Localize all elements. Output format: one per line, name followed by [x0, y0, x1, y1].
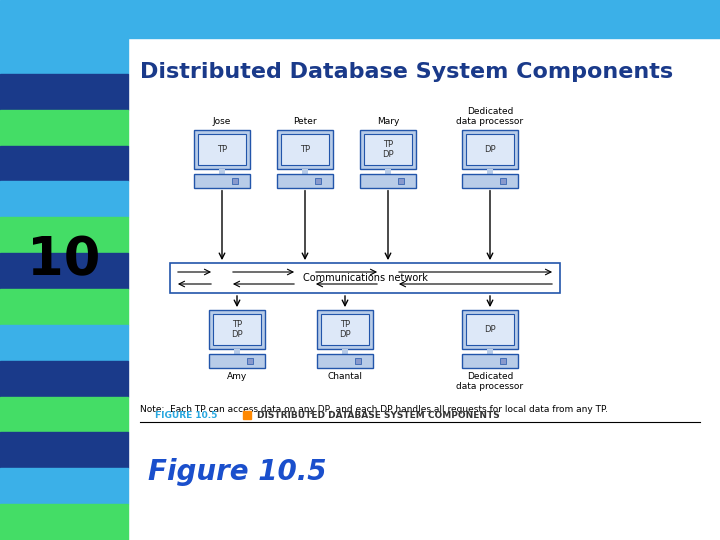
Bar — [0, 433, 128, 468]
Bar — [0, 361, 128, 396]
Bar — [0, 504, 128, 540]
Bar — [0, 325, 128, 361]
Bar — [364, 134, 412, 165]
Text: TP: TP — [217, 145, 227, 154]
Text: Jose: Jose — [213, 117, 231, 126]
Bar — [0, 181, 128, 217]
Bar — [234, 349, 240, 354]
Bar — [462, 130, 518, 169]
Bar — [317, 310, 373, 349]
Text: Distributed Database System Components: Distributed Database System Components — [140, 62, 673, 82]
Text: FIGURE 10.5: FIGURE 10.5 — [155, 410, 217, 420]
Bar — [466, 314, 514, 345]
Bar — [198, 134, 246, 165]
Bar — [462, 174, 518, 188]
Bar — [243, 411, 251, 419]
Bar — [209, 310, 265, 349]
Bar — [0, 110, 128, 146]
Bar — [487, 169, 492, 174]
Bar — [194, 174, 250, 188]
Text: Figure 10.5: Figure 10.5 — [148, 458, 326, 486]
Bar — [220, 169, 225, 174]
Bar — [315, 178, 320, 184]
Bar — [213, 314, 261, 345]
Bar — [500, 359, 505, 364]
Bar — [281, 134, 329, 165]
Bar — [0, 396, 128, 433]
Text: 10: 10 — [27, 234, 101, 286]
Text: TP
DP: TP DP — [231, 320, 243, 339]
Bar — [342, 349, 348, 354]
Bar — [500, 178, 505, 184]
Bar — [385, 169, 391, 174]
Bar — [398, 178, 404, 184]
Text: TP
DP: TP DP — [339, 320, 351, 339]
Bar — [277, 174, 333, 188]
Bar — [317, 354, 373, 368]
Text: TP
DP: TP DP — [382, 140, 394, 159]
Text: DP: DP — [484, 325, 496, 334]
Bar — [462, 354, 518, 368]
Bar — [321, 314, 369, 345]
Bar — [462, 310, 518, 349]
Text: DP: DP — [484, 145, 496, 154]
Bar — [355, 359, 361, 364]
Bar — [466, 134, 514, 165]
Bar — [0, 468, 128, 504]
Text: Dedicated
data processor: Dedicated data processor — [456, 372, 523, 391]
Text: Communications network: Communications network — [302, 273, 428, 283]
Bar — [232, 178, 238, 184]
Text: Dedicated
data processor: Dedicated data processor — [456, 106, 523, 126]
Bar — [170, 263, 560, 293]
Text: Mary: Mary — [377, 117, 399, 126]
Bar — [0, 74, 128, 110]
Text: Chantal: Chantal — [328, 372, 362, 381]
Bar — [487, 349, 492, 354]
Bar — [0, 253, 128, 289]
Bar — [0, 0, 720, 38]
Bar — [360, 130, 416, 169]
Text: Peter: Peter — [293, 117, 317, 126]
Text: DISTRIBUTED DATABASE SYSTEM COMPONENTS: DISTRIBUTED DATABASE SYSTEM COMPONENTS — [257, 410, 500, 420]
Bar — [277, 130, 333, 169]
Text: Note:  Each TP can access data on any DP, and each DP handles all requests for l: Note: Each TP can access data on any DP,… — [140, 405, 608, 414]
Bar — [302, 169, 307, 174]
Text: TP: TP — [300, 145, 310, 154]
Text: Amy: Amy — [227, 372, 247, 381]
Bar — [0, 38, 128, 74]
Bar — [209, 354, 265, 368]
Bar — [247, 359, 253, 364]
Bar — [0, 146, 128, 181]
Bar — [0, 217, 128, 253]
Bar — [0, 289, 128, 325]
Bar — [194, 130, 250, 169]
Bar — [360, 174, 416, 188]
